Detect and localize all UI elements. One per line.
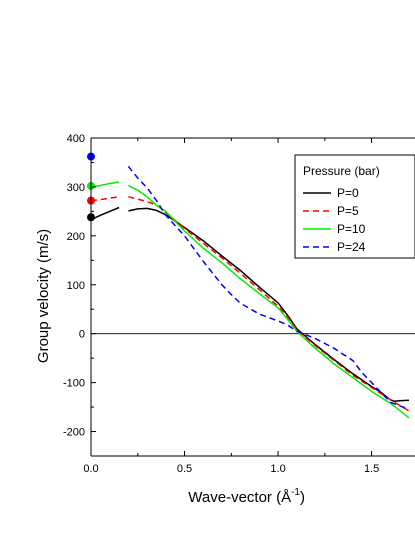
axes: -200 -100 0 100 200 300 400 0.0 0.5 1.0 1.5: [63, 133, 415, 475]
series-group: [91, 165, 410, 419]
x-axis-label-superscript: -1: [291, 487, 300, 498]
x-axis-label-close: ): [300, 489, 305, 506]
x-tick-label: 0.0: [83, 463, 98, 475]
x-axis-label-text: Wave-vector (Å: [188, 489, 291, 506]
y-axis-label: Group velocity (m/s): [35, 229, 52, 363]
legend-entry-p-24: P=24: [337, 240, 366, 254]
plot-area: [87, 152, 415, 419]
legend-entry-p-10: P=10: [337, 222, 366, 236]
x-tick-label: 0.5: [177, 463, 192, 475]
x-axis-label: Wave-vector (Å-1): [188, 487, 305, 506]
legend-entry-p-5: P=5: [337, 204, 359, 218]
y-tick-label: 400: [67, 133, 85, 145]
x-tick-label: 1.5: [364, 463, 379, 475]
legend-title: Pressure (bar): [303, 164, 380, 178]
x-tick-label: 1.0: [270, 463, 285, 475]
series-line-p-5-segment-2: [128, 195, 410, 412]
y-tick-label: -100: [63, 378, 85, 390]
y-tick-label: -200: [63, 427, 85, 439]
series-line-p-24-segment-1: [127, 165, 410, 411]
legend: Pressure (bar) P=0 P=5 P=10 P=24: [294, 154, 415, 259]
series-line-p-10-segment-1: [91, 181, 120, 188]
legend-entry-p-0: P=0: [337, 186, 359, 200]
series-line-p-10-segment-2: [128, 184, 410, 419]
y-tick-label: 200: [67, 231, 85, 243]
series-line-p-0-segment-2: [128, 207, 410, 402]
y-tick-label: 0: [79, 329, 85, 341]
series-line-p-0-segment-1: [91, 206, 120, 221]
legend-box: [294, 154, 415, 259]
series-line-p-5-segment-1: [91, 195, 120, 202]
y-tick-label: 100: [67, 280, 85, 292]
y-tick-label: 300: [67, 182, 85, 194]
